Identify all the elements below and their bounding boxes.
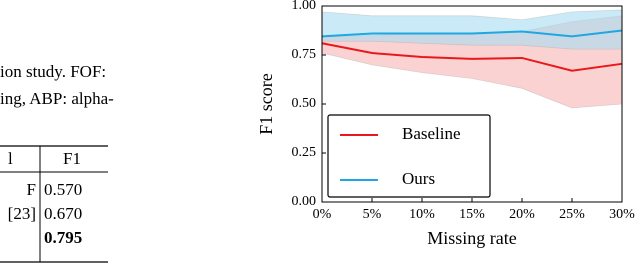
chart: 0.00 0.25 0.50 0.75 1.00 0% 5% 10% 15% 20% 25% 30% M… xyxy=(256,0,635,248)
table-cell: 0.670 xyxy=(44,204,82,223)
x-axis-label: Missing rate xyxy=(427,228,517,248)
y-tick-label: 0.25 xyxy=(292,145,317,160)
x-tick-label: 15% xyxy=(459,207,485,222)
table-cell: F xyxy=(27,180,36,199)
table-cell: 0.570 xyxy=(44,180,82,199)
y-tick-label: 0.00 xyxy=(292,194,317,209)
body-text: ion study. FOF: xyxy=(0,62,106,81)
line xyxy=(321,42,623,72)
x-tick-label: 30% xyxy=(609,207,635,222)
body-text: ing, ABP: alpha- xyxy=(0,89,114,108)
table-cell: 0.795 xyxy=(44,228,82,247)
line xyxy=(321,29,623,38)
table-cell: [23] xyxy=(8,204,36,223)
x-tick-label: 0% xyxy=(313,207,332,222)
x-tick-label: 25% xyxy=(559,207,585,222)
y-tick-label: 0.75 xyxy=(292,47,317,62)
table-header: l xyxy=(8,149,13,168)
y-tick-label: 0.50 xyxy=(292,96,317,111)
y-axis-label: F1 score xyxy=(256,73,276,135)
legend-label: Baseline xyxy=(402,124,461,143)
legend-label: Ours xyxy=(402,169,435,188)
y-tick-label: 1.00 xyxy=(292,0,317,13)
table: l F1 F 0.570 [23] 0.670 0.795 xyxy=(8,149,83,247)
x-tick-label: 20% xyxy=(509,207,535,222)
x-tick-label: 5% xyxy=(363,207,382,222)
table-header: F1 xyxy=(63,149,81,168)
x-tick-label: 10% xyxy=(409,207,435,222)
